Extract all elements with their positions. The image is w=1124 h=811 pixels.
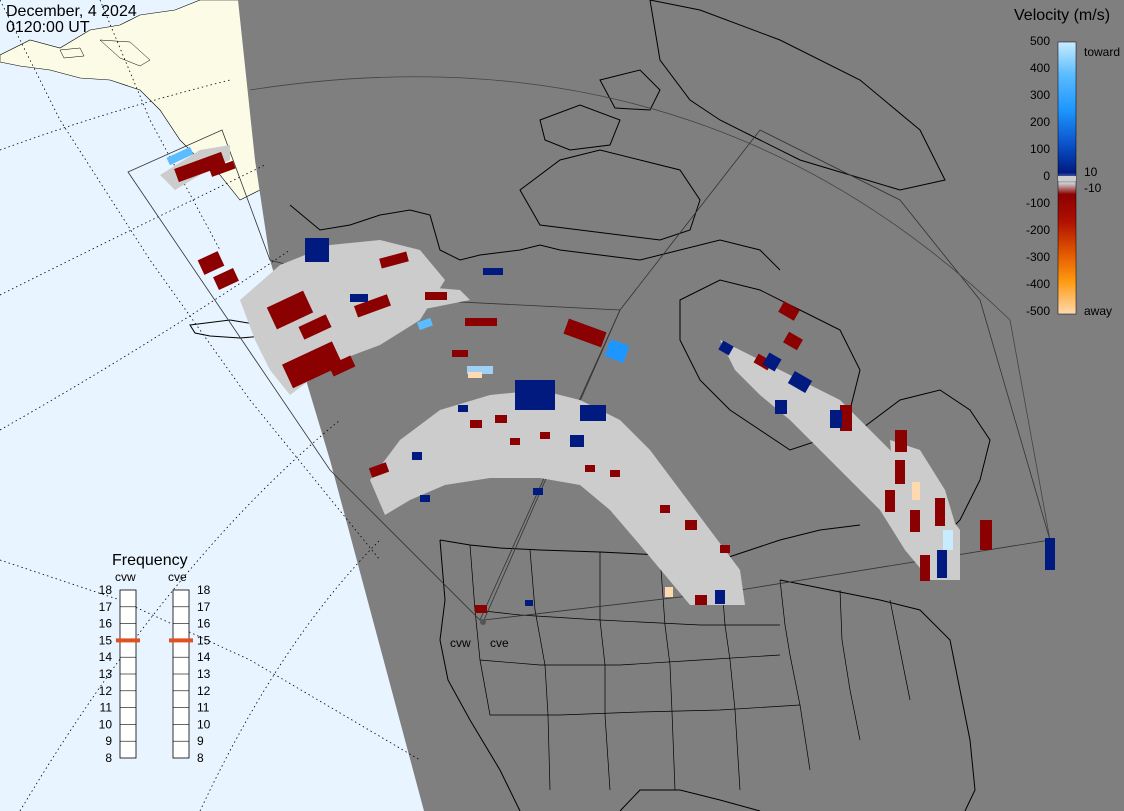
colorbar-tick-label: 400 — [1030, 61, 1050, 75]
colorbar-tick-label: 100 — [1030, 142, 1050, 156]
frequency-scale-label: 18 — [197, 583, 211, 597]
frequency-scale-label: 16 — [99, 617, 113, 631]
frequency-scale-label: 14 — [197, 650, 211, 664]
colorbar-tick-label: -300 — [1026, 250, 1050, 264]
frequency-scale-label: 11 — [197, 701, 210, 715]
radar-label-cvw: cvw — [450, 636, 471, 650]
frequency-scale-label: 8 — [105, 751, 112, 765]
frequency-scale-label: 18 — [99, 583, 113, 597]
radar-label-cve: cve — [490, 636, 509, 650]
colorbar-gs-pos-label: 10 — [1084, 165, 1098, 179]
scatter-toward — [305, 238, 1055, 606]
frequency-scale-label: 10 — [197, 717, 211, 731]
header-time: 0120:00 UT — [6, 19, 90, 36]
day-coast-islands — [59, 39, 151, 67]
colorbar-tick-label: -200 — [1026, 223, 1050, 237]
frequency-columns: 18 17 16 15 14 13 12 11 10 9 8 18 17 16 15 14 13 12 11 10 9 8 — [99, 583, 211, 765]
frequency-scale-label: 9 — [105, 734, 112, 748]
frequency-scale-label: 15 — [99, 633, 113, 647]
frequency-radar-cve: cve — [168, 570, 187, 584]
colorbar-away-label: away — [1084, 304, 1112, 318]
frequency-title: Frequency — [112, 552, 188, 569]
frequency-scale-label: 11 — [100, 701, 113, 715]
frequency-scale-label: 17 — [99, 600, 113, 614]
frequency-scale-label: 13 — [197, 667, 211, 681]
frequency-scale-label: 12 — [197, 684, 211, 698]
colorbar-ticks: 500 400 300 200 100 0 -100 -200 -300 -400 -500 — [1026, 34, 1050, 318]
scatter-away — [174, 151, 992, 613]
colorbar-ground-scatter — [1058, 176, 1076, 181]
frequency-panel: Frequency cvw cve 1817161514131211109818… — [99, 552, 211, 765]
colorbar-tick-label: -500 — [1026, 304, 1050, 318]
scatter-toward-light — [166, 146, 953, 550]
frequency-scale-label: 9 — [197, 734, 204, 748]
frequency-scale-label: 13 — [99, 667, 113, 681]
colorbar-tick-label: 500 — [1030, 34, 1050, 48]
frequency-scale-label: 14 — [99, 650, 113, 664]
header-date: December, 4 2024 — [6, 3, 137, 20]
colorbar-tick-label: 0 — [1043, 169, 1050, 183]
frequency-marker — [116, 638, 140, 643]
scatter-away-light — [468, 372, 920, 597]
frequency-scale-label: 16 — [197, 617, 211, 631]
frequency-scale-label: 17 — [197, 600, 211, 614]
velocity-colorbar: Velocity (m/s) 500 400 300 200 100 0 -100 -200 -… — [1014, 7, 1120, 318]
frequency-scale-label: 8 — [197, 751, 204, 765]
colorbar-gs-neg-label: -10 — [1084, 181, 1102, 195]
radar-site-marker — [480, 619, 486, 625]
colorbar-tick-label: -100 — [1026, 196, 1050, 210]
colorbar-title: Velocity (m/s) — [1014, 7, 1110, 24]
frequency-radar-cvw: cvw — [115, 570, 136, 584]
frequency-scale-label: 10 — [99, 717, 113, 731]
colorbar-tick-label: -400 — [1026, 277, 1050, 291]
frequency-scale-label: 15 — [197, 633, 211, 647]
colorbar-tick-label: 300 — [1030, 88, 1050, 102]
colorbar-tick-label: 200 — [1030, 115, 1050, 129]
frequency-scale-label: 12 — [99, 684, 113, 698]
colorbar-toward-label: toward — [1084, 45, 1120, 59]
frequency-marker — [169, 638, 193, 643]
